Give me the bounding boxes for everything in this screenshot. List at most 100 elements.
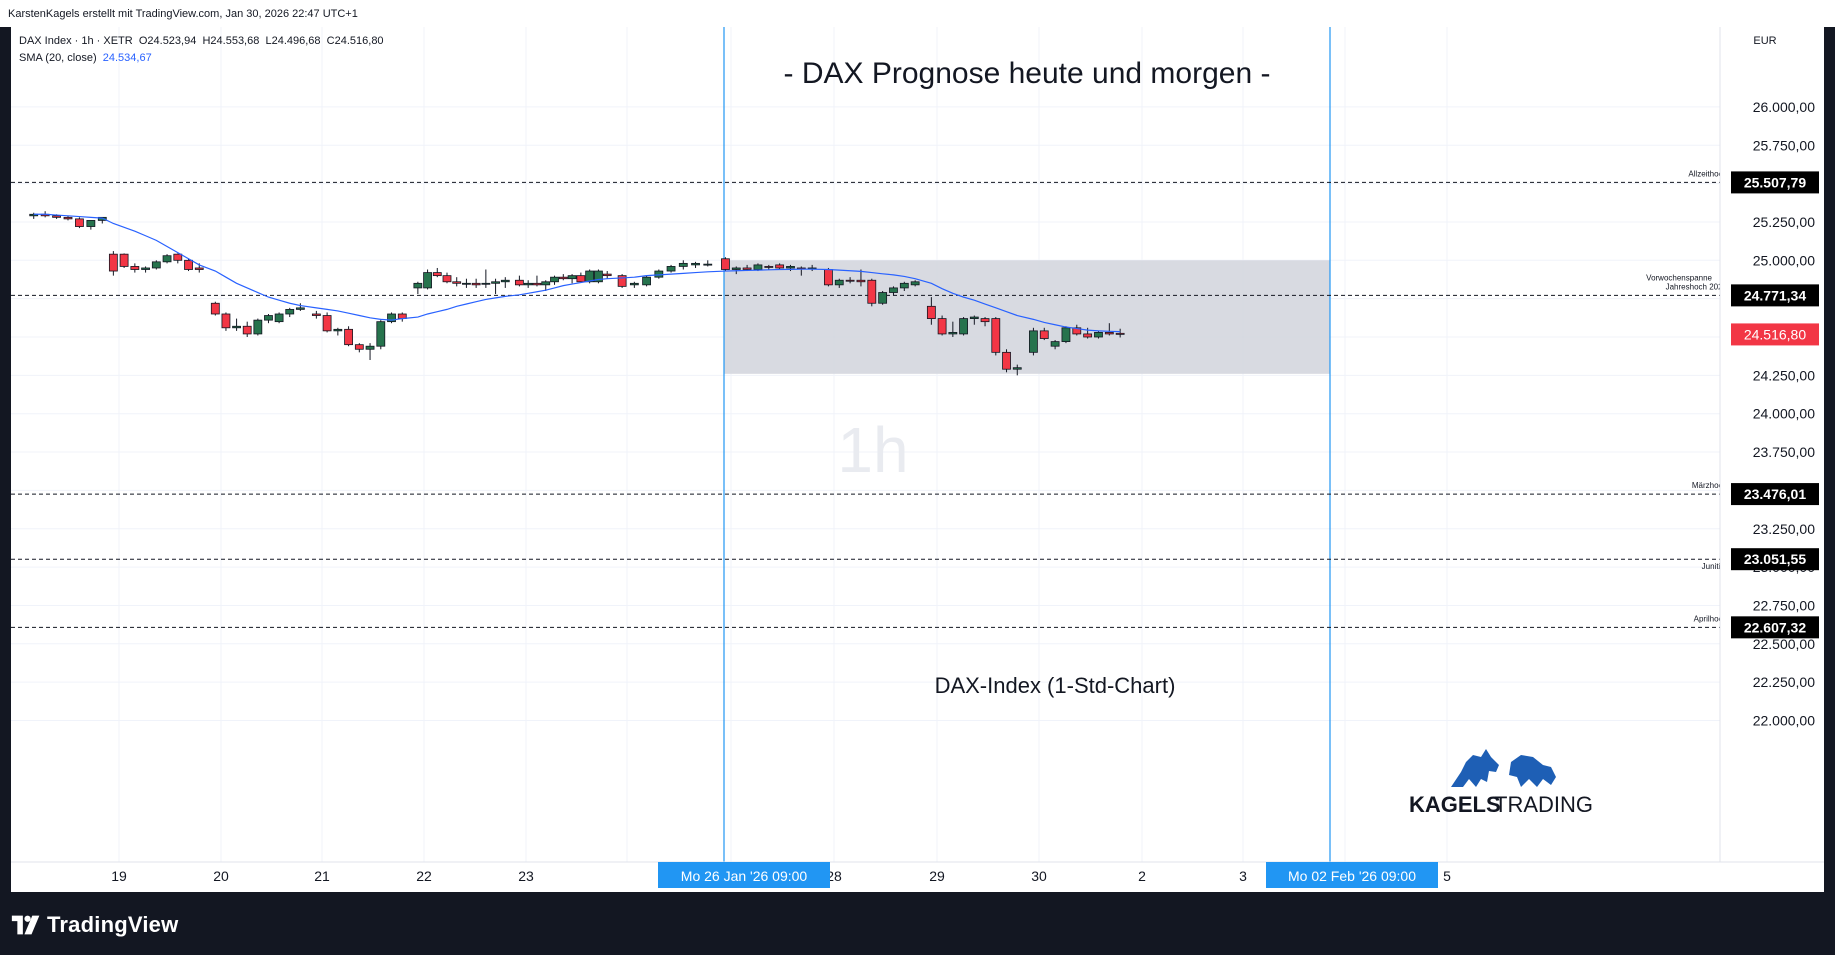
candle-body	[1012, 367, 1022, 370]
level-price-badge	[1731, 616, 1819, 639]
range-box-label: Vorwochenspanne	[1646, 273, 1712, 282]
candle-body	[108, 253, 118, 272]
x-tick-label: 5	[1443, 868, 1451, 884]
x-tick-label: 20	[213, 868, 229, 884]
chart-svg[interactable]: Vorwochenspanne Allzeithoch Jahreshoch 202…	[11, 27, 1824, 892]
level-price-text: 25.507,79	[1744, 174, 1806, 190]
candle-body	[322, 315, 332, 332]
candle-body	[576, 275, 586, 283]
y-tick-label: 25.750,00	[1753, 137, 1815, 153]
candle-body	[926, 305, 936, 319]
legend-close: C24.516,80	[326, 35, 384, 47]
price-axis[interactable]	[1720, 27, 1824, 892]
level-label: Junitief	[1702, 562, 1728, 571]
x-tick-label: 23	[518, 868, 534, 884]
chart-panel[interactable]: Vorwochenspanne Allzeithoch Jahreshoch 202…	[11, 27, 1824, 892]
currency-label: EUR	[1753, 35, 1776, 47]
range-box	[724, 260, 1330, 374]
level-price-badge	[1731, 548, 1819, 571]
candle-body	[678, 262, 688, 267]
candle-body	[642, 276, 651, 286]
candle-body	[253, 319, 263, 335]
kagels-wordmark: KAGELS	[1409, 792, 1501, 817]
candle-body	[764, 266, 774, 268]
candle-body	[899, 282, 909, 289]
candle-body	[514, 279, 524, 286]
tradingview-logo[interactable]: TradingView	[11, 909, 178, 941]
legend-symbol: DAX Index · 1h · XETR	[19, 35, 133, 47]
x-marker-badge	[658, 862, 830, 888]
interval-watermark: 1h	[837, 414, 908, 486]
chart-subtitle: DAX-Index (1-Std-Chart)	[935, 673, 1176, 698]
y-tick-label: 22.750,00	[1753, 597, 1815, 613]
candle-body	[617, 275, 627, 287]
x-tick-label: 22	[416, 868, 432, 884]
candle-body	[786, 266, 795, 269]
candle-body	[194, 267, 204, 270]
candle-body	[991, 318, 1001, 353]
x-tick-label: 21	[314, 868, 330, 884]
y-tick-label: 23.250,00	[1753, 521, 1815, 537]
candle-body	[834, 279, 844, 286]
candle-body	[1094, 331, 1103, 338]
candle-body	[1072, 327, 1082, 335]
candle-body	[413, 282, 423, 289]
y-tick-label: 24.250,00	[1753, 367, 1815, 383]
y-tick-label: 22.250,00	[1753, 674, 1815, 690]
legend-low: L24.496,68	[265, 35, 321, 47]
candle-body	[1002, 351, 1011, 370]
candle-body	[980, 318, 990, 323]
sma-line	[33, 213, 1121, 333]
candle-body	[1050, 341, 1060, 347]
candle-body	[666, 266, 676, 272]
candle-body	[311, 313, 321, 316]
candle-body	[295, 307, 305, 310]
candle-body	[1029, 330, 1038, 353]
y-tick-label: 22.000,00	[1753, 713, 1815, 729]
candle-body	[452, 281, 462, 284]
x-tick-label: 30	[1031, 868, 1047, 884]
candle-body	[721, 258, 730, 270]
tradingview-wordmark: TradingView	[47, 912, 179, 937]
candle-body	[1039, 330, 1049, 339]
candle-body	[264, 315, 273, 321]
x-tick-label: 2	[1138, 868, 1146, 884]
tradingview-icon	[11, 915, 40, 935]
candle-body	[731, 267, 741, 270]
candle-body	[423, 272, 432, 289]
candle-body	[937, 318, 947, 335]
x-tick-label: 29	[929, 868, 945, 884]
candle-body	[184, 259, 193, 270]
candle-body	[97, 216, 107, 221]
level-label: Allzeithoch	[1688, 169, 1727, 178]
candle-body	[1083, 333, 1093, 338]
candle-body	[481, 282, 491, 285]
candle-body	[52, 215, 61, 218]
candle-body	[867, 279, 877, 304]
candle-body	[1104, 331, 1114, 335]
candle-body	[691, 262, 700, 266]
candle-body	[119, 253, 129, 267]
candle-body	[141, 267, 150, 270]
candle-body	[969, 316, 979, 319]
candle-body	[703, 263, 713, 266]
candle-body	[471, 282, 481, 286]
bear-icon	[1509, 755, 1556, 787]
candle-body	[753, 264, 763, 270]
level-label: Aprilhoch	[1694, 614, 1727, 623]
level-price-badge	[1731, 284, 1819, 307]
candle-body	[344, 328, 353, 346]
x-marker-badge	[1266, 862, 1438, 888]
candle-body	[63, 216, 73, 220]
candle-body	[232, 325, 241, 329]
candle-body	[162, 255, 172, 263]
candle-body	[594, 270, 603, 283]
candle-body	[500, 279, 510, 283]
x-tick-label: 28	[826, 868, 842, 884]
candle-body	[824, 269, 833, 286]
candle-body	[210, 302, 220, 315]
level-price-badge	[1731, 483, 1819, 506]
candle-body	[948, 331, 958, 335]
y-tick-label: 26.000,00	[1753, 99, 1815, 115]
candle-body	[567, 275, 577, 280]
